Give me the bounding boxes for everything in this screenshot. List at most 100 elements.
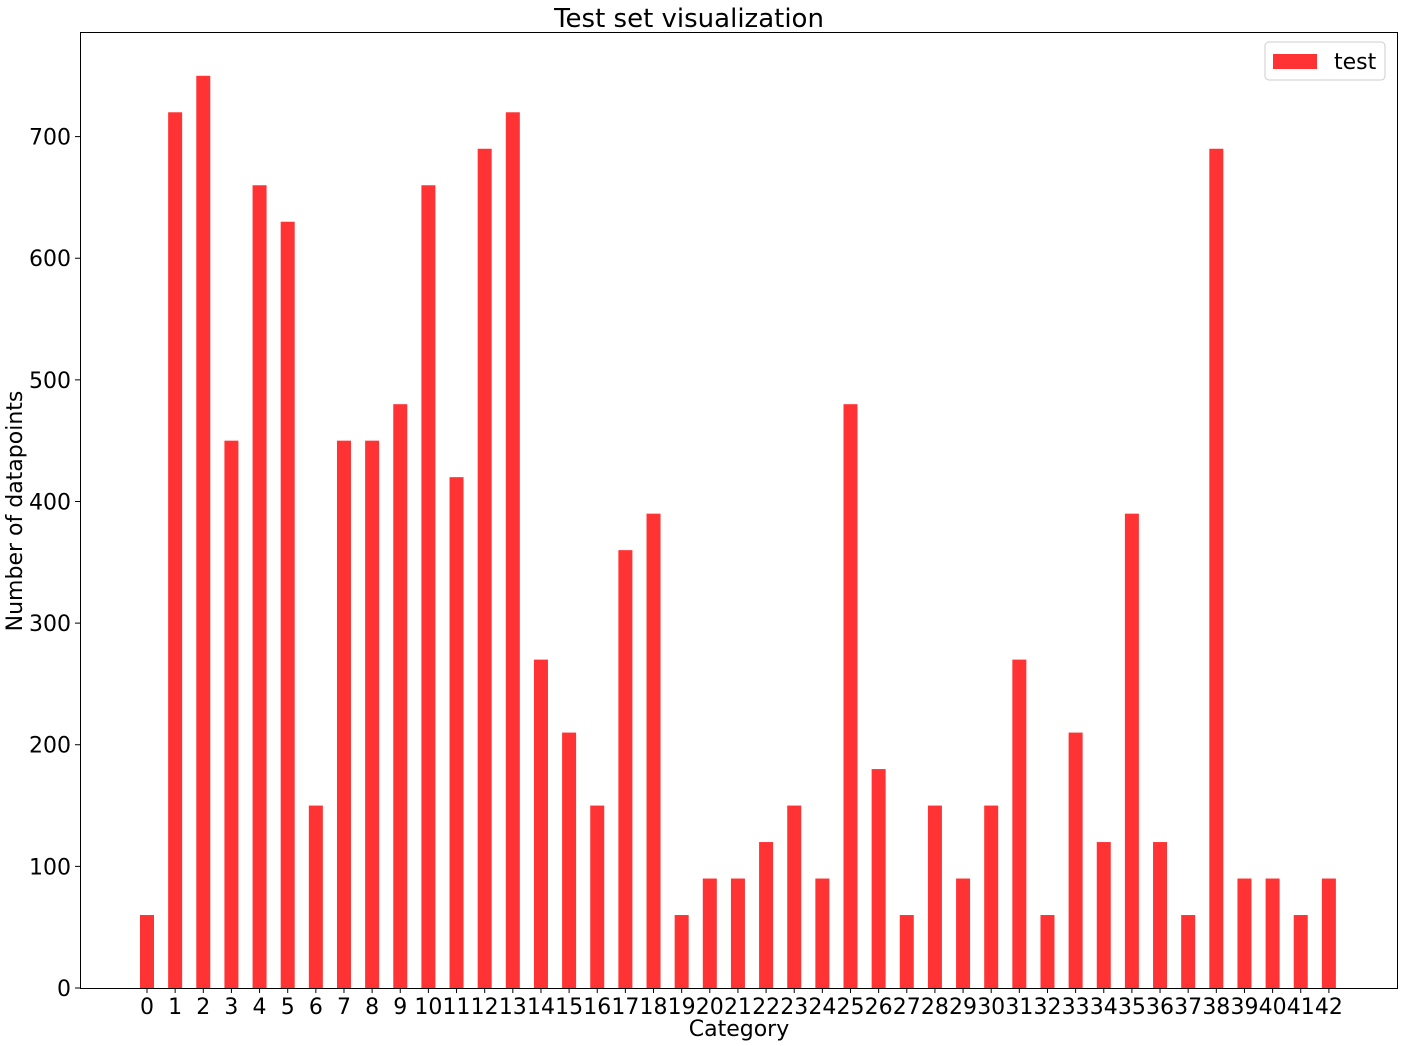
bar-0 bbox=[140, 915, 154, 988]
x-tick-label: 29 bbox=[949, 995, 977, 1020]
bar-10 bbox=[421, 185, 436, 988]
x-tick-label: 3 bbox=[224, 995, 238, 1020]
bar-19 bbox=[674, 915, 689, 988]
x-tick-label: 20 bbox=[696, 995, 724, 1020]
x-axis-label: Category bbox=[689, 1017, 790, 1042]
bar-37 bbox=[1181, 915, 1196, 988]
x-tick-label: 30 bbox=[977, 995, 1005, 1020]
x-tick-label: 25 bbox=[837, 995, 865, 1020]
bar-22 bbox=[759, 842, 774, 988]
x-tick-label: 19 bbox=[668, 995, 696, 1020]
bar-8 bbox=[365, 440, 380, 988]
x-tick-label: 24 bbox=[808, 995, 836, 1020]
x-tick-label: 31 bbox=[1005, 995, 1033, 1020]
x-tick-label: 34 bbox=[1090, 995, 1118, 1020]
x-tick-label: 11 bbox=[443, 995, 471, 1020]
bar-31 bbox=[1012, 659, 1027, 988]
y-axis-ticks: 0 100 200 300 400 500 600 700 bbox=[29, 126, 80, 1002]
bar-29 bbox=[956, 878, 971, 988]
x-tick-label: 21 bbox=[724, 995, 752, 1020]
y-tick-label: 400 bbox=[29, 490, 71, 515]
y-tick-label: 200 bbox=[29, 734, 71, 759]
bar-16 bbox=[590, 805, 605, 988]
x-tick-label: 4 bbox=[253, 995, 267, 1020]
bar-5 bbox=[280, 221, 295, 989]
bar-13 bbox=[505, 112, 520, 988]
bar-14 bbox=[533, 659, 548, 988]
x-tick-label: 28 bbox=[921, 995, 949, 1020]
bar-18 bbox=[646, 513, 661, 988]
bar-40 bbox=[1265, 878, 1280, 988]
bar-33 bbox=[1068, 732, 1083, 988]
x-tick-label: 1 bbox=[168, 995, 182, 1020]
x-tick-label: 16 bbox=[583, 995, 611, 1020]
bar-36 bbox=[1153, 842, 1168, 988]
bar-17 bbox=[618, 550, 633, 988]
bar-9 bbox=[393, 404, 408, 988]
bar-6 bbox=[308, 805, 323, 988]
y-tick-label: 0 bbox=[57, 977, 71, 1002]
plot-frame bbox=[80, 32, 1398, 989]
bar-20 bbox=[702, 878, 717, 988]
bar-11 bbox=[449, 477, 464, 988]
x-tick-label: 33 bbox=[1062, 995, 1090, 1020]
chart-title: Test set visualization bbox=[553, 4, 824, 34]
x-tick-label: 9 bbox=[393, 995, 407, 1020]
x-tick-label: 42 bbox=[1315, 995, 1343, 1020]
x-axis-ticks: 0 1 2 3 4 5 6 7 8 9 10 11 12 13 14 15 16 17 18 19 20 21 22 23 24… bbox=[140, 988, 1343, 1020]
x-tick-label: 36 bbox=[1146, 995, 1174, 1020]
y-tick-label: 600 bbox=[29, 247, 71, 272]
bar-23 bbox=[787, 805, 802, 988]
x-tick-label: 41 bbox=[1287, 995, 1315, 1020]
bar-2 bbox=[196, 75, 211, 989]
x-tick-label: 10 bbox=[414, 995, 442, 1020]
bar-24 bbox=[815, 878, 830, 988]
bar-28 bbox=[927, 805, 942, 988]
x-tick-label: 7 bbox=[337, 995, 351, 1020]
x-tick-label: 22 bbox=[752, 995, 780, 1020]
x-tick-label: 5 bbox=[281, 995, 295, 1020]
bar-32 bbox=[1040, 915, 1055, 988]
legend: test bbox=[1264, 41, 1386, 81]
x-tick-label: 2 bbox=[196, 995, 210, 1020]
x-tick-label: 17 bbox=[611, 995, 639, 1020]
bar-1 bbox=[168, 112, 183, 988]
y-tick-label: 700 bbox=[29, 126, 71, 151]
bar-39 bbox=[1237, 878, 1252, 988]
x-tick-label: 12 bbox=[471, 995, 499, 1020]
bar-15 bbox=[562, 732, 577, 988]
legend-label: test bbox=[1334, 50, 1377, 75]
bar-42 bbox=[1321, 878, 1336, 988]
bar-25 bbox=[843, 404, 858, 988]
bar-34 bbox=[1096, 842, 1111, 988]
bar-35 bbox=[1124, 513, 1139, 988]
x-tick-label: 26 bbox=[865, 995, 893, 1020]
x-tick-label: 8 bbox=[365, 995, 379, 1020]
x-tick-label: 14 bbox=[527, 995, 555, 1020]
bar-4 bbox=[252, 185, 267, 988]
legend-box bbox=[1264, 41, 1386, 81]
x-tick-label: 38 bbox=[1202, 995, 1230, 1020]
bar-27 bbox=[899, 915, 914, 988]
bar-30 bbox=[984, 805, 999, 988]
x-tick-label: 13 bbox=[499, 995, 527, 1020]
y-tick-label: 300 bbox=[29, 612, 71, 637]
bar-7 bbox=[336, 440, 351, 988]
x-tick-label: 18 bbox=[640, 995, 668, 1020]
y-axis-label: Number of datapoints bbox=[3, 391, 28, 632]
x-tick-label: 0 bbox=[140, 995, 154, 1020]
x-tick-label: 40 bbox=[1259, 995, 1287, 1020]
x-tick-label: 35 bbox=[1118, 995, 1146, 1020]
x-tick-label: 23 bbox=[780, 995, 808, 1020]
x-tick-label: 15 bbox=[555, 995, 583, 1020]
x-tick-label: 27 bbox=[893, 995, 921, 1020]
bar-21 bbox=[730, 878, 745, 988]
y-tick-label: 500 bbox=[29, 369, 71, 394]
bar-12 bbox=[477, 148, 492, 988]
bars-group bbox=[140, 75, 1336, 989]
bar-3 bbox=[224, 440, 239, 988]
x-tick-label: 32 bbox=[1033, 995, 1061, 1020]
x-tick-label: 39 bbox=[1230, 995, 1258, 1020]
bar-38 bbox=[1209, 148, 1224, 988]
